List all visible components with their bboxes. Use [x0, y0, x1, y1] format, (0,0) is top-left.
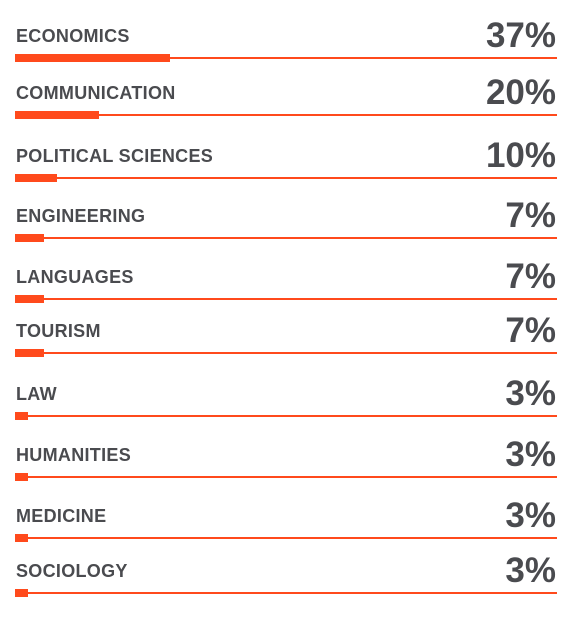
bar-track [15, 298, 557, 300]
bar [15, 412, 28, 420]
bar-track [15, 476, 557, 478]
value-label: 7% [505, 196, 556, 235]
bar-track [15, 177, 557, 179]
category-label: LANGUAGES [16, 267, 134, 287]
value-label: 37% [485, 16, 556, 55]
bar [15, 295, 45, 303]
bar [15, 349, 45, 357]
bar-track [15, 237, 557, 239]
bar-track [15, 57, 557, 59]
bar [15, 234, 45, 242]
category-label: COMMUNICATION [16, 83, 176, 103]
bar-track [15, 352, 557, 354]
category-label: MEDICINE [16, 506, 107, 526]
bar-track [15, 592, 557, 594]
bar [15, 534, 28, 542]
value-label: 10% [485, 136, 556, 175]
value-label: 7% [505, 257, 556, 296]
value-label: 3% [505, 374, 556, 413]
value-label: 3% [505, 496, 556, 535]
category-label: SOCIOLOGY [16, 561, 128, 581]
bar [15, 54, 171, 62]
bar [15, 111, 99, 119]
bar [15, 473, 28, 481]
bar [15, 589, 28, 597]
bar-track [15, 537, 557, 539]
bar [15, 174, 57, 182]
category-label: ENGINEERING [16, 206, 146, 226]
value-label: 3% [505, 435, 556, 474]
category-label: TOURISM [16, 321, 101, 341]
category-label: POLITICAL SCIENCES [16, 146, 214, 166]
category-label: LAW [16, 384, 57, 404]
bar-track [15, 114, 557, 116]
category-label: HUMANITIES [16, 445, 131, 465]
category-label: ECONOMICS [16, 26, 130, 46]
bar-track [15, 415, 557, 417]
value-label: 7% [505, 311, 556, 350]
value-label: 20% [485, 73, 556, 112]
value-label: 3% [505, 551, 556, 590]
